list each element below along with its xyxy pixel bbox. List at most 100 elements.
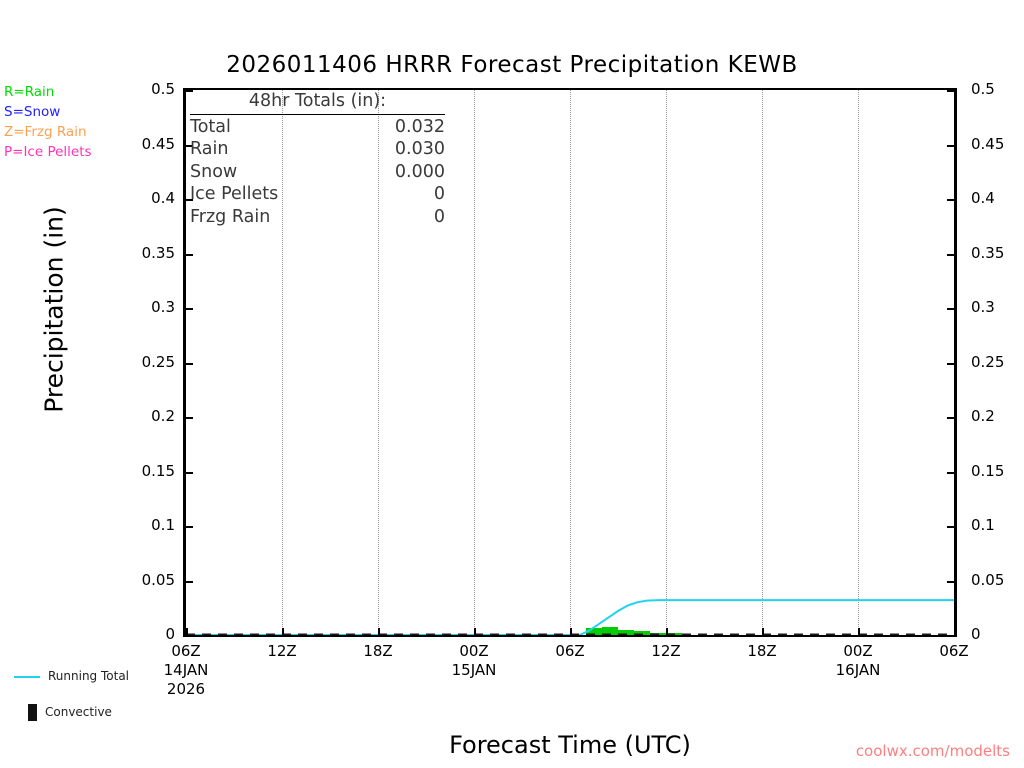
legend-convective-label: Convective — [45, 705, 112, 719]
key-item-frzg-rain: Z=Frzg Rain — [4, 122, 92, 142]
y-tick-label-right: 0.25 — [971, 352, 1005, 371]
x-tick-mark — [282, 628, 284, 635]
key-label-snow: S=Snow — [4, 104, 61, 120]
legend-running-total: Running Total — [14, 669, 129, 683]
gridline-vertical — [474, 90, 475, 635]
y-tick-mark-right — [947, 253, 954, 256]
x-tick-mark — [954, 628, 956, 635]
y-tick-mark-left — [186, 199, 193, 201]
y-tick-label-left: 0.1 — [151, 516, 175, 534]
y-axis-title: Precipitation (in) — [39, 206, 69, 413]
totals-summary-box: 48hr Totals (in): Total 0.032 Rain 0.030 Sno… — [190, 90, 445, 229]
y-tick-label-right: 0.05 — [971, 570, 1005, 589]
y-tick-label-left: 0.35 — [141, 243, 175, 262]
x-tick-mark — [666, 628, 668, 635]
x-tick-label-time: 12Z — [651, 642, 681, 660]
y-tick-mark-left — [186, 526, 193, 528]
y-tick-mark-right — [947, 526, 954, 528]
y-tick-label-left: 0.2 — [151, 407, 175, 425]
y-tick-label-left: 0.4 — [151, 189, 175, 207]
y-tick-label-right: 0.5 — [971, 80, 995, 98]
y-tick-mark-right — [947, 635, 954, 637]
y-tick-mark-left — [186, 90, 193, 92]
x-tick-mark — [858, 628, 860, 635]
totals-row-label: Snow — [190, 161, 238, 182]
totals-row-value: 0.000 — [394, 161, 445, 182]
y-tick-mark-left — [186, 635, 193, 637]
y-tick-mark-right — [947, 90, 954, 92]
y-tick-mark-left — [186, 417, 193, 419]
series-overlay — [186, 599, 954, 635]
key-item-snow: S=Snow — [4, 102, 92, 122]
x-tick-label-date: 14JAN — [163, 661, 209, 679]
legend-convective: Convective — [14, 704, 112, 721]
y-tick-label-right: 0.1 — [971, 516, 995, 534]
totals-heading: 48hr Totals (in): — [190, 90, 445, 115]
y-tick-mark-left — [186, 471, 193, 474]
x-tick-label-time: 06Z — [171, 642, 201, 660]
convective-bar-swatch — [28, 704, 37, 721]
series-line — [186, 599, 954, 635]
key-label-frzg-rain: Z=Frzg Rain — [4, 124, 87, 140]
totals-row: Snow 0.000 — [190, 161, 445, 184]
x-tick-mark — [570, 628, 572, 635]
precip-bar — [586, 628, 602, 635]
totals-row-value: 0.030 — [394, 139, 445, 160]
gridline-vertical — [282, 90, 283, 635]
totals-row-value: 0.032 — [394, 116, 445, 137]
x-tick-mark — [762, 628, 764, 635]
key-label-rain: R=Rain — [4, 84, 55, 100]
y-tick-label-left: 0.05 — [141, 570, 175, 589]
gridline-vertical — [378, 90, 379, 635]
x-tick-label-date: 15JAN — [451, 661, 497, 679]
totals-row-label: Ice Pellets — [190, 184, 279, 205]
y-tick-label-right: 0 — [971, 625, 981, 643]
y-tick-label-right: 0.15 — [971, 461, 1005, 480]
y-tick-label-left: 0.15 — [141, 461, 175, 480]
totals-row: Ice Pellets 0 — [190, 183, 445, 206]
x-tick-label-time: 18Z — [363, 642, 393, 660]
x-tick-label-time: 18Z — [747, 642, 777, 660]
y-tick-label-right: 0.4 — [971, 189, 995, 207]
y-tick-mark-right — [947, 362, 954, 365]
x-tick-label-date: 16JAN — [835, 661, 881, 679]
page-title: 2026011406 HRRR Forecast Precipitation K… — [226, 52, 798, 78]
y-tick-label-left: 0.45 — [141, 134, 175, 153]
chart-plot-area: RRRRS — [183, 88, 957, 637]
x-tick-mark — [474, 628, 476, 635]
x-tick-label-time: 12Z — [267, 642, 297, 660]
y-tick-mark-left — [186, 308, 193, 310]
y-tick-mark-left — [186, 580, 193, 583]
totals-row: Frzg Rain 0 — [190, 206, 445, 229]
y-tick-mark-left — [186, 253, 193, 256]
y-tick-mark-right — [947, 471, 954, 474]
key-item-rain: R=Rain — [4, 82, 92, 102]
y-tick-label-left: 0 — [165, 625, 175, 643]
plot-inner: RRRRS — [186, 90, 954, 635]
key-label-ice-pellets: P=Ice Pellets — [4, 144, 92, 160]
totals-row-value: 0 — [433, 184, 445, 205]
y-tick-mark-left — [186, 362, 193, 365]
x-tick-label-time: 00Z — [843, 642, 873, 660]
y-tick-label-right: 0.35 — [971, 243, 1005, 262]
running-total-line-swatch — [14, 675, 40, 678]
y-tick-mark-right — [947, 417, 954, 419]
x-tick-label-time: 00Z — [459, 642, 489, 660]
key-item-ice-pellets: P=Ice Pellets — [4, 142, 92, 162]
x-tick-mark — [378, 628, 380, 635]
totals-row-value: 0 — [433, 206, 445, 227]
y-tick-mark-right — [947, 580, 954, 583]
totals-row-label: Frzg Rain — [190, 206, 271, 227]
precip-type-key: R=Rain S=Snow Z=Frzg Rain P=Ice Pellets — [4, 82, 92, 162]
x-tick-mark — [186, 628, 188, 635]
y-tick-mark-right — [947, 308, 954, 310]
precip-bar — [602, 627, 618, 635]
gridline-vertical — [666, 90, 667, 635]
x-tick-label-time: 06Z — [555, 642, 585, 660]
totals-rows: Total 0.032 Rain 0.030 Snow 0.000 Ice Pellets 0… — [190, 116, 445, 229]
totals-row: Total 0.032 — [190, 116, 445, 139]
precip-bar — [618, 629, 634, 635]
gridline-vertical — [570, 90, 571, 635]
x-tick-label-year: 2026 — [166, 680, 206, 698]
y-tick-mark-right — [947, 199, 954, 201]
